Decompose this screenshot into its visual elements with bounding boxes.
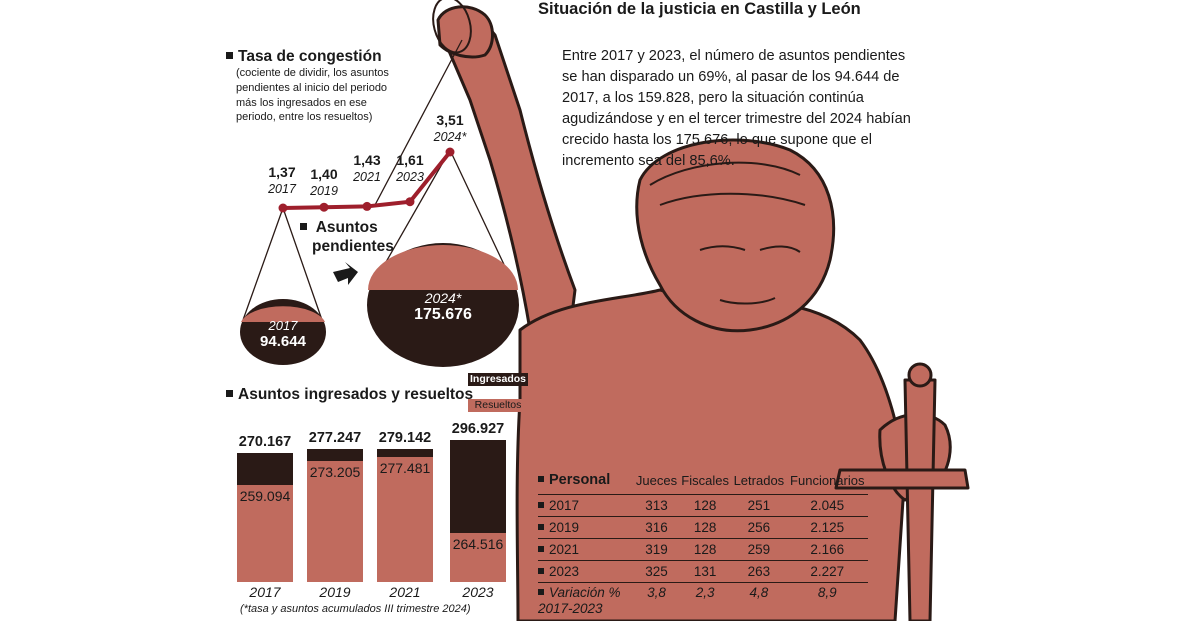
bar-resueltos-2023 (450, 532, 506, 582)
congestion-point-2024 (445, 147, 455, 157)
table-cell: 319 (634, 538, 680, 561)
bar-resueltos-label-2019: 273.205 (309, 464, 361, 480)
table-cell: 2.125 (786, 516, 868, 539)
congestion-value-2023: 1,61 (396, 152, 424, 168)
variation-cell: 8,9 (817, 585, 837, 600)
congestion-point-2021 (362, 201, 372, 211)
personnel-title: Personal (538, 466, 634, 495)
congestion-value-2017: 1,37 (268, 164, 296, 180)
table-row: 2023 325 131 263 2.227 (538, 560, 868, 583)
bar-resueltos-label-2021: 277.481 (379, 459, 431, 476)
table-cell: 263 (731, 560, 787, 583)
table-cell: 2.227 (786, 560, 868, 583)
bar-resueltos-label-2023: 264.516 (452, 535, 504, 552)
pending-right-year: 2024* (424, 290, 462, 306)
bar-year-2019: 2019 (319, 584, 351, 600)
table-cell: 259 (731, 538, 787, 561)
arrow-icon (333, 262, 358, 285)
bar-resueltos-2017 (237, 484, 293, 582)
variation-cell: 3,8 (647, 585, 666, 600)
pending-title-line1: Asuntos (315, 219, 378, 236)
row-label: 2019 (549, 520, 580, 535)
table-row: 2017 313 128 251 2.045 (538, 494, 868, 517)
bars-title: Asuntos ingresados y resueltos (226, 386, 473, 404)
table-cell: 128 (679, 494, 732, 517)
bar-year-2017: 2017 (249, 584, 281, 600)
variation-label: Variación % (549, 585, 621, 600)
table-cell: 2.166 (786, 538, 868, 561)
congestion-year-2019: 2019 (310, 184, 338, 198)
bar-ingresados-label-2017: 270.167 (238, 433, 292, 450)
congestion-subtitle: (cociente de dividir, los asuntos pendie… (236, 67, 389, 124)
legend-ingresados: Ingresados (468, 373, 528, 386)
congestion-line-series (278, 147, 455, 213)
table-cell: 251 (731, 494, 787, 517)
variation-period: 2017-2023 (538, 601, 603, 616)
bar-ingresados-label-2021: 279.142 (378, 429, 432, 446)
congestion-point-2017 (278, 203, 288, 213)
legend-resueltos: Resueltos (468, 399, 528, 412)
variation-row: Variación % 2017-2023 3,8 2,3 4,8 8,9 (538, 583, 868, 621)
variation-cell: 2,3 (695, 585, 715, 600)
pending-left-year: 2017 (268, 318, 298, 333)
pending-right-label: 2024* 175.676 (393, 290, 493, 324)
congestion-year-2021: 2021 (353, 170, 381, 184)
pending-title-line2: pendientes (312, 238, 394, 255)
congestion-value-2021: 1,43 (353, 152, 381, 168)
table-cell: 128 (679, 516, 732, 539)
bar-resueltos-2021 (377, 456, 433, 582)
table-cell: 313 (634, 494, 680, 517)
col-letrados: Letrados (731, 466, 787, 495)
congestion-title: Tasa de congestión (226, 48, 382, 66)
table-row: 2021 319 128 259 2.166 (538, 538, 868, 561)
col-jueces: Jueces (634, 466, 680, 495)
bar-resueltos-label-2017: 259.094 (239, 487, 291, 504)
congestion-year-2024: 2024* (433, 130, 467, 144)
congestion-year-2017: 2017 (268, 182, 296, 196)
scale-pan-left (240, 299, 326, 365)
bar-year-2023: 2023 (462, 584, 494, 600)
scale-pan-right (367, 243, 519, 367)
variation-cell: 4,8 (749, 585, 769, 600)
congestion-value-2024: 3,51 (436, 112, 464, 128)
table-cell: 316 (634, 516, 680, 539)
bar-resueltos-2019 (307, 461, 363, 582)
table-row: 2019 316 128 256 2.125 (538, 516, 868, 539)
table-cell: 2.045 (786, 494, 868, 517)
congestion-value-2019: 1,40 (310, 166, 338, 182)
chart-title: Situación de la justicia en Castilla y L… (538, 0, 861, 18)
col-fiscales: Fiscales (679, 466, 732, 495)
congestion-point-2023 (405, 197, 415, 207)
table-cell: 128 (679, 538, 732, 561)
personnel-table: Personal Jueces Fiscales Letrados Funcio… (538, 466, 868, 621)
bar-ingresados-label-2023: 296.927 (451, 421, 505, 437)
pending-right-value: 175.676 (414, 306, 472, 323)
pending-left-value: 94.644 (260, 333, 306, 350)
intro-text: Entre 2017 y 2023, el número de asuntos … (562, 48, 911, 169)
pending-left-label: 2017 94.644 (243, 318, 323, 350)
congestion-point-2019 (319, 202, 329, 212)
row-label: 2023 (549, 564, 580, 579)
table-cell: 325 (634, 560, 680, 583)
table-cell: 256 (731, 516, 787, 539)
row-label: 2021 (549, 542, 580, 557)
col-funcionarios: Funcionarios (786, 466, 868, 495)
bar-ingresados-label-2019: 277.247 (308, 430, 362, 447)
pending-title: Asuntos pendientes (300, 218, 394, 256)
table-cell: 131 (679, 560, 732, 583)
congestion-year-2023: 2023 (396, 170, 424, 184)
footnote: (*tasa y asuntos acumulados III trimestr… (240, 603, 471, 615)
bar-year-2021: 2021 (389, 584, 421, 600)
row-label: 2017 (549, 498, 580, 513)
